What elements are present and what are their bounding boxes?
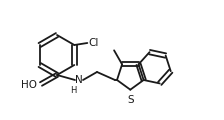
Text: HO: HO: [21, 80, 37, 90]
Text: H: H: [70, 86, 76, 95]
Text: S: S: [127, 95, 134, 105]
Text: N: N: [75, 75, 83, 85]
Text: Cl: Cl: [88, 38, 99, 48]
